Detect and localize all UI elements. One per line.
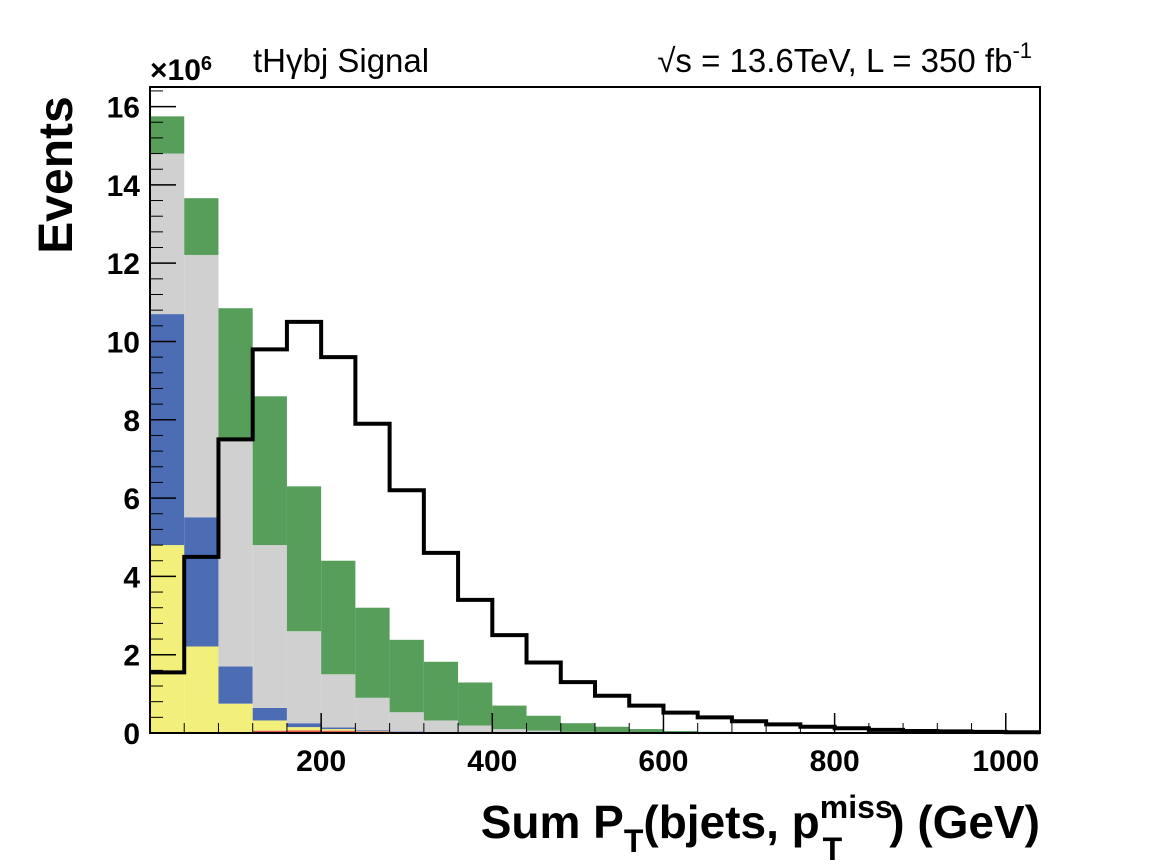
signal-histogram — [150, 319, 1040, 735]
bar-green-2 — [218, 308, 253, 440]
bar-green-8 — [423, 661, 459, 721]
bar-green-6 — [355, 607, 390, 698]
bar-yellow-2 — [218, 703, 253, 732]
exponent-base: ×10 — [150, 54, 201, 87]
x-tick-label: 200 — [296, 745, 346, 778]
bar-blue-1 — [184, 517, 219, 647]
chart-title: tHγbj Signal — [253, 42, 429, 79]
x-label-mid: (bjets, p — [643, 796, 819, 848]
bar-yellow-4 — [286, 727, 322, 731]
axis-ticks: 0 2 4 6 8 10 12 14 16 200 400 600 800 1000 — [107, 90, 1039, 778]
x-label-sub-t2: T — [823, 831, 843, 864]
bar-yellow-5 — [321, 729, 356, 731]
bar-grey-5 — [321, 674, 356, 728]
energy-text: = 13.6TeV, L = 350 fb — [692, 42, 1013, 79]
bar-green-7 — [389, 639, 424, 713]
x-label-tail: ) (GeV) — [889, 796, 1040, 848]
bar-blue-5 — [321, 727, 356, 730]
bar-grey-3 — [252, 545, 287, 708]
bar-yellow-1 — [184, 646, 219, 733]
bar-green-12 — [560, 723, 595, 732]
bar-blue-6 — [355, 730, 390, 732]
bar-grey-7 — [389, 712, 424, 732]
bar-grey-10 — [492, 729, 527, 733]
y-tick-label: 8 — [123, 405, 140, 438]
energy-lumi-label: √s = 13.6TeV, L = 350 fb-1 — [657, 38, 1032, 79]
bar-green-3 — [252, 396, 287, 546]
y-tick-label: 16 — [107, 92, 140, 125]
bar-yellow-3 — [252, 720, 287, 731]
sqrt-s: √s — [657, 42, 692, 79]
exponent-power: 6 — [201, 53, 212, 75]
bar-green-13 — [595, 726, 630, 733]
bar-blue-3 — [252, 707, 287, 721]
x-tick-label: 800 — [810, 745, 860, 778]
x-tick-label: 600 — [638, 745, 688, 778]
bar-green-11 — [526, 715, 561, 731]
bar-green-5 — [321, 560, 356, 675]
bar-green-9 — [458, 682, 493, 726]
bar-green-10 — [492, 705, 527, 730]
signal-line — [150, 319, 1040, 735]
y-tick-label: 4 — [123, 561, 140, 594]
bar-blue-2 — [218, 666, 253, 704]
bar-red-3 — [252, 730, 287, 733]
x-label-sub-t: T — [624, 823, 644, 859]
bar-blue-0 — [150, 314, 185, 546]
bar-grey-11 — [526, 730, 561, 733]
bar-grey-4 — [286, 631, 322, 724]
stacked-histogram — [150, 116, 835, 733]
bar-grey-8 — [423, 720, 459, 733]
x-tick-label: 1000 — [972, 745, 1039, 778]
bar-red-5 — [321, 730, 356, 733]
y-tick-label: 0 — [123, 718, 140, 751]
y-axis-label: Events — [30, 96, 83, 253]
bar-grey-9 — [458, 725, 493, 733]
bar-grey-1 — [184, 254, 219, 518]
bar-green-14 — [629, 729, 664, 733]
x-label-sup-miss: miss — [820, 789, 893, 825]
bar-blue-4 — [286, 723, 322, 728]
y-tick-label: 6 — [123, 483, 140, 516]
bar-red-4 — [286, 730, 322, 733]
bar-grey-6 — [355, 697, 390, 731]
x-axis-label: Sum PT(bjets, pmiss T) (GeV) — [481, 789, 1040, 864]
lumi-exponent: -1 — [1012, 38, 1032, 63]
bar-green-1 — [184, 198, 219, 255]
y-tick-label: 10 — [107, 326, 140, 359]
exponent-label: ×106 — [150, 53, 212, 87]
bar-grey-0 — [150, 153, 185, 315]
bar-grey-2 — [218, 439, 253, 667]
x-label-main: Sum P — [481, 796, 624, 848]
y-tick-label: 14 — [107, 170, 141, 203]
y-tick-label: 12 — [107, 248, 140, 281]
bar-green-4 — [286, 486, 322, 632]
y-tick-label: 2 — [123, 640, 140, 673]
x-tick-label: 400 — [467, 745, 517, 778]
